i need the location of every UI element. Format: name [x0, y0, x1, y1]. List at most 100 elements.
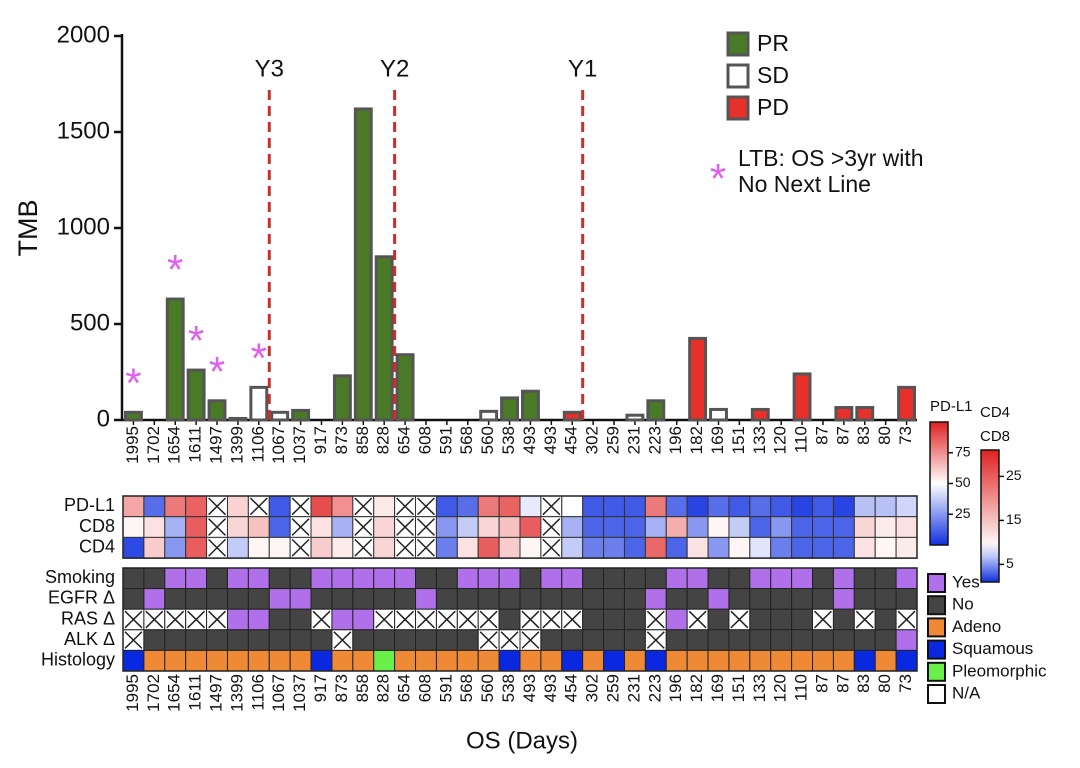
heatmap-cell: [519, 536, 542, 559]
x-tick-label: 1995: [123, 674, 142, 712]
category-cell: [874, 567, 897, 590]
bar: [207, 399, 227, 422]
y-tick-label: 500: [70, 309, 110, 336]
category-cell: [519, 588, 542, 610]
na-cross: [333, 631, 352, 649]
na-cross: [416, 538, 435, 557]
heatmap-cell: [749, 516, 772, 538]
heatmap-cell: [707, 516, 730, 538]
category-cell: [373, 567, 396, 590]
x-tick-label: 259: [604, 674, 623, 702]
heatmap-cell: [707, 536, 730, 559]
category-cell: [268, 567, 291, 590]
x-tick-label: 1611: [186, 674, 205, 711]
heatmap-cell: [498, 495, 521, 518]
category-cell: [623, 629, 646, 651]
heatmap-cell: [185, 495, 208, 518]
x-tick-label: 493: [520, 674, 539, 702]
x-tick-label: 538: [499, 426, 518, 454]
category-cell: [352, 567, 375, 590]
heatmap-cell: [623, 495, 646, 518]
ltb-marker: *: [188, 317, 204, 364]
colorbar-tick-label: 50: [955, 474, 971, 490]
heatmap-cell: [686, 516, 709, 538]
heatmap-cell: [665, 495, 688, 518]
category-cell: [728, 629, 751, 651]
legend-swatch: [726, 63, 750, 89]
category-cell: [289, 567, 312, 590]
heatmap-cell: [895, 536, 918, 559]
category-cell: [728, 649, 751, 672]
na-cross: [187, 610, 206, 629]
heatmap-cell: [895, 516, 918, 538]
heatmap-cell: [435, 536, 458, 559]
reference-label: Y2: [380, 55, 409, 82]
category-cell: [728, 567, 751, 590]
category-cell: [206, 629, 228, 651]
x-tick-label: 302: [583, 674, 602, 702]
na-cross: [249, 497, 268, 516]
category-cell: [122, 567, 145, 590]
category-cell: [185, 649, 208, 672]
x-tick-label: 1067: [269, 674, 288, 712]
category-cell: [268, 588, 291, 610]
x-tick-label: 196: [666, 426, 685, 454]
category-legend-label: N/A: [952, 683, 981, 702]
x-tick-label: 87: [812, 674, 831, 693]
category-cell: [310, 649, 333, 672]
na-cross: [479, 631, 498, 649]
category-legend-swatch: [927, 684, 946, 704]
ltb-marker: *: [251, 334, 267, 381]
category-legend-swatch: [927, 617, 946, 638]
bar: [479, 409, 499, 422]
heatmap-cell: [185, 536, 208, 559]
colorbar: [980, 449, 1000, 583]
category-cell: [456, 649, 479, 672]
bar: [395, 353, 415, 422]
heatmap-cell: [832, 495, 855, 518]
colorbar: [929, 421, 949, 546]
na-cross: [563, 610, 582, 629]
x-tick-label: 182: [687, 674, 706, 702]
na-cross: [416, 518, 435, 536]
category-cell: [435, 629, 458, 651]
na-cross: [814, 610, 832, 629]
x-tick-label: 608: [415, 426, 434, 454]
na-cross: [124, 610, 143, 629]
heatmap-cell: [582, 536, 605, 559]
x-tick-label: 231: [624, 674, 643, 702]
category-cell: [394, 588, 417, 610]
category-cell: [770, 629, 793, 651]
row-label: Histology: [41, 649, 115, 669]
na-cross: [291, 538, 310, 557]
colorbar-title: PD-L1: [930, 398, 973, 415]
heatmap-cell: [665, 536, 688, 559]
x-tick-label: 591: [436, 426, 455, 454]
category-cell: [143, 588, 166, 610]
category-cell: [352, 629, 375, 651]
category-cell: [749, 567, 772, 590]
x-tick-label: 493: [541, 426, 560, 454]
x-tick-label: 873: [332, 674, 351, 702]
heatmap-cell: [895, 495, 918, 518]
category-cell: [582, 629, 605, 651]
heatmap-cell: [164, 495, 187, 518]
category-cell: [874, 608, 897, 631]
category-cell: [874, 629, 897, 651]
heatmap-cell: [456, 536, 479, 559]
heatmap-cell: [791, 516, 814, 538]
category-cell: [644, 649, 667, 672]
heatmap-cell: [456, 495, 479, 518]
category-cell: [456, 567, 479, 590]
category-cell: [707, 567, 730, 590]
heatmap-cell: [435, 516, 458, 538]
category-cell: [749, 588, 772, 610]
category-cell: [247, 608, 270, 631]
legend-swatch: [726, 95, 750, 121]
category-cell: [415, 567, 437, 590]
bar: [228, 416, 248, 422]
category-cell: [582, 567, 605, 590]
na-cross: [688, 610, 707, 629]
category-cell: [707, 608, 730, 631]
